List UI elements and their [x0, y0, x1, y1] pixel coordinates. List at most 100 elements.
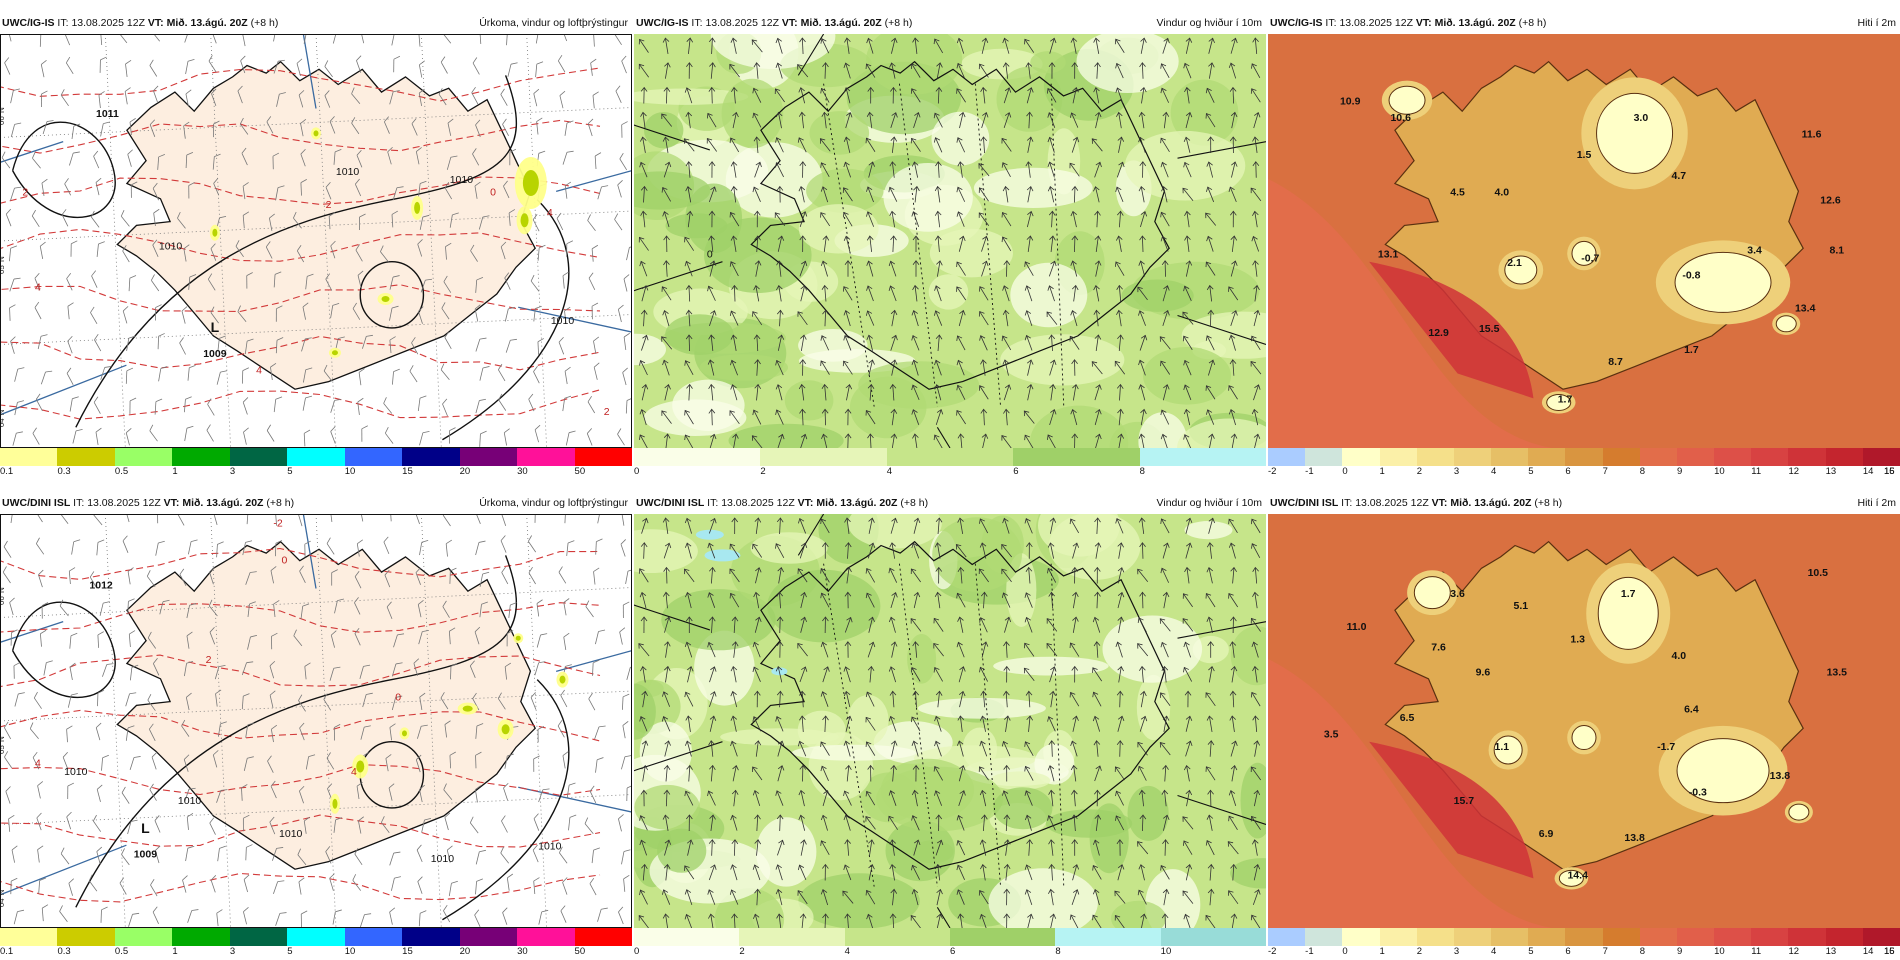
run-info: UWC/IG-IS IT: 13.08.2025 12Z VT: Mið. 13… — [2, 14, 278, 32]
temperature-value-label: 13.8 — [1624, 832, 1645, 844]
colorbar-tick: 15 — [402, 946, 413, 957]
lead-time: (+8 h) — [1534, 497, 1562, 509]
temperature-value-label: 3.5 — [1324, 729, 1339, 741]
it-value: 13.08.2025 12Z — [71, 17, 145, 29]
colorbar-swatch — [115, 928, 173, 946]
temperature-value-label: 4.5 — [1450, 187, 1465, 199]
colorbar-swatch — [517, 928, 575, 946]
model-name: UWC/IG-IS — [2, 17, 55, 29]
contour-label: 4 — [351, 766, 357, 778]
colorbar-tick: 50 — [575, 466, 586, 477]
colorbar-swatch — [845, 928, 951, 946]
colorbar-tick: 10 — [1161, 946, 1172, 957]
run-info: UWC/DINI ISL IT: 13.08.2025 12Z VT: Mið.… — [1270, 494, 1562, 512]
colorbar-tick: 3 — [230, 466, 235, 477]
colorbar-swatch — [634, 448, 761, 466]
contour-label: 0 — [281, 555, 287, 567]
panel-title: Hiti í 2m — [1857, 14, 1896, 32]
colorbar-tick: 7 — [1603, 466, 1608, 477]
colorbar-tick: 13 — [1826, 946, 1837, 957]
temperature-value-label: 1.3 — [1570, 633, 1585, 645]
colorbar-tick: 0.5 — [115, 946, 128, 957]
vt-label: VT: — [798, 497, 814, 509]
colorbar-swatch — [1677, 448, 1715, 466]
run-info: UWC/IG-IS IT: 13.08.2025 12Z VT: Mið. 13… — [1270, 14, 1546, 32]
colorbar-tick: 12 — [1788, 946, 1799, 957]
temperature-value-label: 1.5 — [1577, 149, 1592, 161]
colorbar-swatch — [172, 448, 230, 466]
temperature-value-label: 1.7 — [1621, 588, 1636, 600]
precipitation-area-core — [523, 170, 539, 196]
colorbar-tick: 8 — [1640, 946, 1645, 957]
colorbar-swatch — [1491, 928, 1529, 946]
colorbar-tick: 1 — [172, 466, 177, 477]
temperature-value-label: 6.9 — [1539, 828, 1554, 840]
colorbar-swatch — [1788, 928, 1826, 946]
wind-speed-region — [929, 274, 969, 309]
contour-label: 4 — [35, 282, 41, 294]
colorbar-swatch — [1380, 448, 1418, 466]
colorbar-swatch — [1826, 928, 1864, 946]
temperature-value-label: 13.4 — [1795, 302, 1816, 314]
colorbar-swatch — [1565, 928, 1603, 946]
temperature-value-label: 11.0 — [1347, 621, 1367, 633]
precipitation-area-core — [521, 213, 529, 227]
colorbar-swatch — [1603, 448, 1641, 466]
it-label: IT: — [57, 17, 68, 29]
it-label: IT: — [1325, 17, 1336, 29]
it-value: 13.08.2025 12Z — [705, 17, 779, 29]
temperature-value-label: 3.4 — [1747, 244, 1762, 256]
temperature-value-label: 2.1 — [1507, 257, 1522, 269]
panel-header: UWC/DINI ISL IT: 13.08.2025 12Z VT: Mið.… — [634, 494, 1266, 512]
glacier-area — [1776, 316, 1796, 332]
colorbar-swatch — [57, 928, 115, 946]
colorbar-tick: 9 — [1677, 946, 1682, 957]
colorbar-tick: 12 — [1788, 466, 1799, 477]
colorbar-tick: 0.5 — [115, 466, 128, 477]
temperature-value-label: -0.8 — [1682, 269, 1700, 281]
colorbar-tick: 6 — [1565, 946, 1570, 957]
contour-label: -2 — [273, 517, 282, 529]
glacier-area — [1789, 804, 1809, 820]
colorbar-tick: 30 — [517, 466, 528, 477]
colorbar-swatch — [402, 448, 460, 466]
colorbar-tick: 0 — [1342, 466, 1347, 477]
colorbar-tick: 14 — [1863, 466, 1874, 477]
glacier-area — [1572, 726, 1596, 750]
panel-header: UWC/DINI ISL IT: 13.08.2025 12Z VT: Mið.… — [0, 494, 632, 512]
temperature-value-label: 6.5 — [1400, 712, 1415, 724]
contour-label: 0 — [707, 249, 713, 261]
low-pressure-marker: L — [141, 820, 150, 836]
colorbar-tick: 5 — [287, 946, 292, 957]
model-name: UWC/DINI ISL — [2, 497, 70, 509]
it-value: 13.08.2025 12Z — [1339, 17, 1413, 29]
vt-label: VT: — [1432, 497, 1448, 509]
wind-speed-region — [907, 634, 936, 684]
colorbar — [634, 448, 1266, 466]
colorbar — [0, 928, 632, 946]
temperature-value-label: 1.7 — [1684, 344, 1699, 356]
colorbar-tick: 16 — [1884, 946, 1895, 957]
lead-time: (+8 h) — [885, 17, 913, 29]
temperature-value-label: -0.3 — [1689, 787, 1707, 799]
precipitation-area-core — [502, 724, 510, 734]
colorbar-swatch — [1528, 448, 1566, 466]
precipitation-area-core — [212, 229, 217, 237]
colorbar-tick: 11 — [1751, 466, 1761, 477]
precipitation-area-core — [314, 130, 319, 136]
colorbar-swatch — [345, 928, 403, 946]
temperature-value-label: 8.7 — [1608, 356, 1623, 368]
wind-speed-region — [798, 329, 867, 362]
map-canvas: 0 — [634, 34, 1266, 448]
wind-speed-region — [657, 829, 706, 873]
colorbar-swatch — [1454, 928, 1492, 946]
colorbar-tick: 5 — [287, 466, 292, 477]
colorbar — [1268, 928, 1900, 946]
colorbar-tick: 9 — [1677, 466, 1682, 477]
lead-time: (+8 h) — [900, 497, 928, 509]
map-panel-precip: UWC/IG-IS IT: 13.08.2025 12Z VT: Mið. 13… — [0, 14, 632, 480]
contour-label: 2 — [22, 187, 28, 199]
colorbar-swatch — [517, 448, 575, 466]
colorbar-swatch — [1161, 928, 1267, 946]
colorbar-swatch — [1714, 448, 1752, 466]
